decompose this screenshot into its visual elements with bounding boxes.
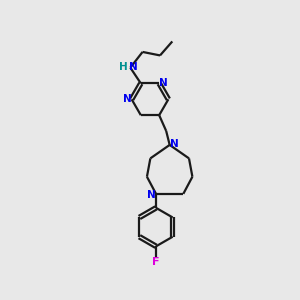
Text: N: N xyxy=(129,62,137,72)
Text: N: N xyxy=(170,139,178,149)
Text: H: H xyxy=(119,62,128,72)
Text: N: N xyxy=(123,94,132,104)
Text: N: N xyxy=(147,190,156,200)
Text: F: F xyxy=(152,257,160,267)
Text: N: N xyxy=(159,77,168,88)
